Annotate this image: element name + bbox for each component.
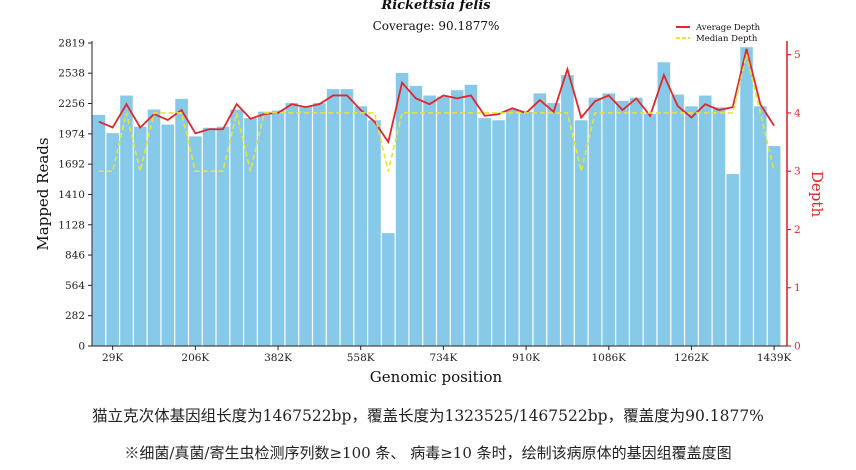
y2-tick-label-4: 4	[794, 107, 801, 119]
bar-13	[271, 110, 285, 346]
y-tick-label-0: 0	[78, 341, 85, 353]
x-tick-label-1: 206K	[181, 352, 209, 364]
x-tick-label-2: 382K	[264, 352, 292, 364]
x-tick-label-7: 1262K	[674, 352, 709, 364]
bar-40	[643, 113, 657, 346]
bar-8	[202, 127, 216, 346]
median-depth-line	[98, 54, 775, 172]
y2-tick-label-1: 1	[794, 282, 801, 294]
bar-24	[423, 95, 436, 346]
bar-19	[354, 106, 367, 346]
bar-22	[395, 72, 409, 347]
x-tick-label-0: 29K	[102, 352, 123, 364]
legend-box	[670, 20, 782, 43]
y2-axis-label: Depth	[808, 171, 826, 218]
y-tick-label-1: 282	[65, 310, 85, 322]
y2-tick-label-3: 3	[794, 166, 801, 178]
bar-28	[478, 118, 492, 346]
average-depth-line	[98, 48, 775, 145]
bar-34	[561, 75, 574, 346]
y-tick-label-5: 1410	[58, 189, 85, 201]
legend: Average Depth Median Depth	[670, 20, 782, 44]
bar-4	[147, 109, 161, 346]
chart-title: Rickettsia felis	[380, 0, 491, 13]
bar-18	[340, 89, 354, 347]
drawing-condition-note: ※细菌/真菌/寄生虫检测序列数≥100 条、 病毒≥10 条时，绘制该病原体的基…	[124, 444, 732, 462]
bar-27	[464, 84, 478, 346]
bar-48	[754, 106, 767, 346]
bar-11	[244, 118, 257, 346]
axes-group: 0282564846112814101692197422562538281901…	[58, 38, 801, 365]
bar-29	[492, 120, 505, 346]
bar-17	[326, 89, 340, 347]
bar-30	[506, 109, 519, 346]
y-tick-label-10: 2819	[58, 38, 85, 50]
y-tick-label-6: 1692	[58, 159, 85, 171]
y-tick-label-4: 1128	[58, 219, 85, 231]
bar-20	[368, 120, 381, 346]
bar-23	[409, 85, 423, 346]
bar-37	[602, 93, 616, 346]
bar-16	[313, 103, 326, 346]
y2-tick-label-5: 5	[794, 49, 801, 61]
bar-3	[133, 126, 147, 346]
bar-14	[285, 103, 299, 346]
y2-tick-label-2: 2	[794, 224, 801, 236]
bar-43	[685, 106, 698, 346]
bar-35	[574, 120, 588, 346]
bar-41	[657, 62, 671, 347]
legend-median-label: Median Depth	[696, 34, 758, 44]
bar-7	[189, 136, 202, 346]
bar-0	[92, 114, 106, 346]
x-tick-label-5: 910K	[512, 352, 540, 364]
x-axis-label: Genomic position	[370, 368, 503, 386]
bar-21	[381, 233, 395, 346]
depth-lines-group	[98, 48, 775, 172]
bar-47	[740, 47, 753, 346]
y-tick-label-7: 1974	[58, 128, 85, 140]
bar-5	[161, 124, 175, 346]
y-axis-label: Mapped Reads	[34, 137, 52, 250]
x-tick-label-3: 558K	[347, 352, 375, 364]
legend-average-label: Average Depth	[695, 23, 761, 33]
y-tick-label-8: 2256	[58, 98, 85, 110]
y-tick-label-2: 564	[65, 280, 85, 292]
bars-group	[92, 47, 781, 347]
bar-31	[519, 111, 533, 347]
bar-36	[588, 97, 602, 347]
bar-44	[698, 95, 712, 346]
bar-46	[726, 174, 740, 346]
bar-26	[450, 90, 464, 346]
y-tick-label-3: 846	[65, 250, 85, 262]
x-tick-label-6: 1086K	[591, 352, 626, 364]
x-tick-label-4: 734K	[429, 352, 457, 364]
bar-2	[120, 95, 133, 346]
bar-10	[230, 109, 243, 346]
bar-38	[616, 100, 629, 347]
y-tick-label-9: 2538	[58, 68, 85, 80]
bar-15	[299, 106, 312, 346]
bar-49	[767, 146, 781, 346]
genome-coverage-caption: 猫立克次体基因组长度为1467522bp，覆盖长度为1323525/146752…	[92, 407, 764, 425]
bar-45	[712, 107, 726, 346]
x-tick-label-8: 1439K	[757, 352, 792, 364]
bar-32	[533, 93, 547, 346]
bar-9	[216, 126, 230, 346]
bar-39	[630, 97, 643, 347]
bar-12	[257, 111, 271, 347]
bar-1	[106, 133, 119, 346]
chart-subtitle: Coverage: 90.1877%	[373, 19, 500, 33]
bar-33	[547, 103, 560, 346]
bar-42	[671, 94, 684, 347]
coverage-chart: Rickettsia felis Coverage: 90.1877% 0 282…	[34, 0, 826, 386]
bar-6	[175, 98, 188, 346]
y2-tick-label-0: 0	[794, 341, 801, 353]
bar-25	[437, 96, 450, 346]
